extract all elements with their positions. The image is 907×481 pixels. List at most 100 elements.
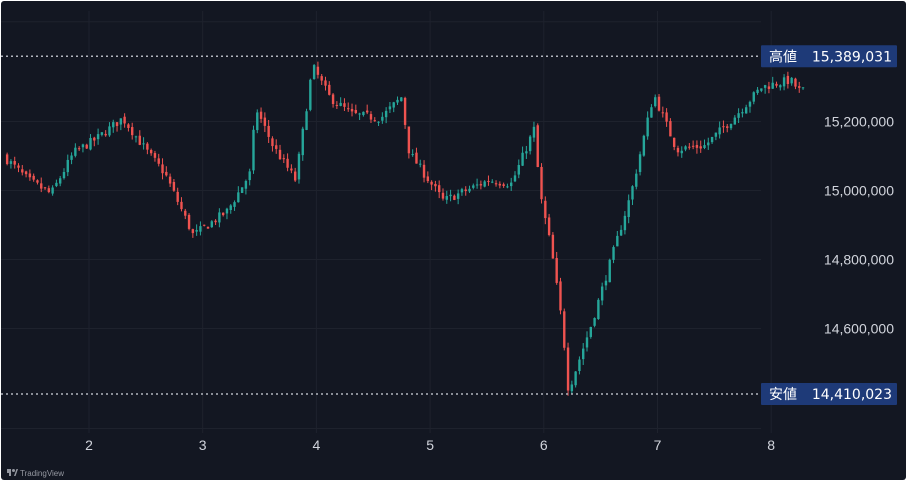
candle-body-down: [47, 188, 51, 193]
candle-body-up: [460, 189, 464, 193]
logo-label: TradingView: [20, 469, 64, 478]
candle-body-up: [256, 112, 259, 131]
candle-body-up: [199, 226, 202, 232]
time-tick-label: 2: [85, 437, 93, 453]
candlesticks: [5, 61, 805, 396]
candle-body-up: [396, 99, 399, 103]
candle-body-down: [123, 116, 126, 124]
candle-body-up: [714, 132, 718, 137]
candle-body-up: [623, 215, 627, 231]
candle-body-down: [657, 96, 661, 111]
candle-body-up: [585, 337, 589, 348]
candle-body-down: [767, 86, 771, 89]
candle-body-down: [669, 121, 672, 137]
tradingview-logo[interactable]: TradingView: [7, 469, 64, 478]
candle-body-down: [131, 127, 134, 136]
candle-body-up: [210, 221, 213, 228]
candle-body-up: [600, 286, 604, 301]
candle-body-down: [563, 311, 566, 348]
candle-body-up: [475, 184, 479, 186]
candle-body-up: [521, 152, 524, 166]
candle-body-up: [513, 175, 517, 182]
candle-body-up: [195, 230, 198, 232]
low-tag-value: 14,410,023: [812, 387, 892, 403]
candle-body-down: [540, 166, 543, 200]
candle-body-down: [206, 226, 210, 229]
candle-body-down: [453, 195, 456, 200]
candle-body-down: [494, 183, 498, 185]
candle-body-up: [297, 153, 301, 180]
candle-body-up: [392, 102, 395, 108]
candle-body-up: [377, 121, 380, 123]
price-tick-label: 15,200,000: [824, 114, 894, 130]
candle-body-up: [388, 106, 392, 110]
candle-body-up: [419, 163, 422, 165]
candle-body-down: [172, 182, 176, 191]
candle-body-up: [650, 107, 653, 118]
candle-body-down: [93, 137, 96, 141]
candle-body-up: [707, 142, 710, 146]
candle-body-up: [635, 173, 638, 187]
candle-body-up: [248, 171, 251, 181]
candle-body-down: [191, 229, 195, 234]
candle-body-down: [547, 217, 551, 236]
candle-body-up: [790, 77, 793, 84]
candle-body-down: [688, 146, 691, 148]
candle-body-down: [775, 83, 778, 86]
candle-body-down: [320, 76, 323, 81]
candle-body-up: [339, 102, 342, 106]
candle-body-up: [593, 318, 596, 326]
candle-body-down: [13, 161, 16, 165]
candle-body-down: [422, 164, 426, 178]
candle-body-up: [801, 87, 805, 89]
candle-body-down: [536, 125, 539, 167]
candle-body-down: [324, 80, 327, 86]
candle-body-up: [616, 235, 619, 247]
candle-body-down: [695, 144, 699, 148]
candle-body-down: [5, 154, 9, 165]
candle-body-up: [638, 154, 642, 172]
price-tick-label: 15,000,000: [824, 183, 894, 199]
candle-body-down: [343, 103, 346, 107]
candle-body-down: [487, 180, 490, 182]
candle-body-up: [100, 132, 104, 135]
candle-body-up: [627, 200, 630, 218]
candle-body-up: [608, 259, 611, 283]
candle-body-down: [335, 104, 339, 106]
candle-body-up: [240, 187, 244, 193]
candle-body-up: [312, 65, 316, 80]
candle-body-down: [184, 210, 187, 216]
candle-body-down: [286, 158, 289, 168]
candle-body-up: [619, 229, 623, 236]
candle-body-up: [134, 136, 138, 138]
candle-body-down: [221, 212, 225, 216]
candle-body-down: [316, 66, 320, 75]
candle-body-down: [544, 200, 547, 219]
candle-body-down: [149, 150, 153, 154]
candle-body-up: [525, 151, 528, 154]
candle-body-up: [646, 117, 649, 137]
candle-body-up: [218, 212, 221, 223]
candle-body-down: [290, 168, 293, 171]
candle-body-down: [24, 171, 28, 175]
candle-body-down: [347, 108, 350, 110]
candle-body-down: [350, 108, 354, 112]
low-tag-label: 安値: [769, 387, 797, 403]
candle-body-down: [278, 149, 282, 160]
candle-body-down: [331, 94, 335, 105]
candle-body-up: [703, 145, 706, 148]
candle-body-down: [263, 117, 267, 126]
candle-body-up: [760, 88, 763, 91]
candle-body-down: [726, 126, 729, 128]
candle-body-down: [157, 158, 160, 164]
candle-body-up: [112, 122, 115, 128]
candle-body-down: [415, 152, 418, 164]
candle-body-up: [597, 299, 600, 320]
candle-body-up: [604, 280, 608, 286]
candle-body-up: [528, 136, 532, 152]
candle-body-down: [786, 75, 790, 84]
candle-body-down: [665, 112, 668, 122]
candle-body-down: [365, 110, 369, 113]
candle-body-down: [176, 191, 179, 202]
